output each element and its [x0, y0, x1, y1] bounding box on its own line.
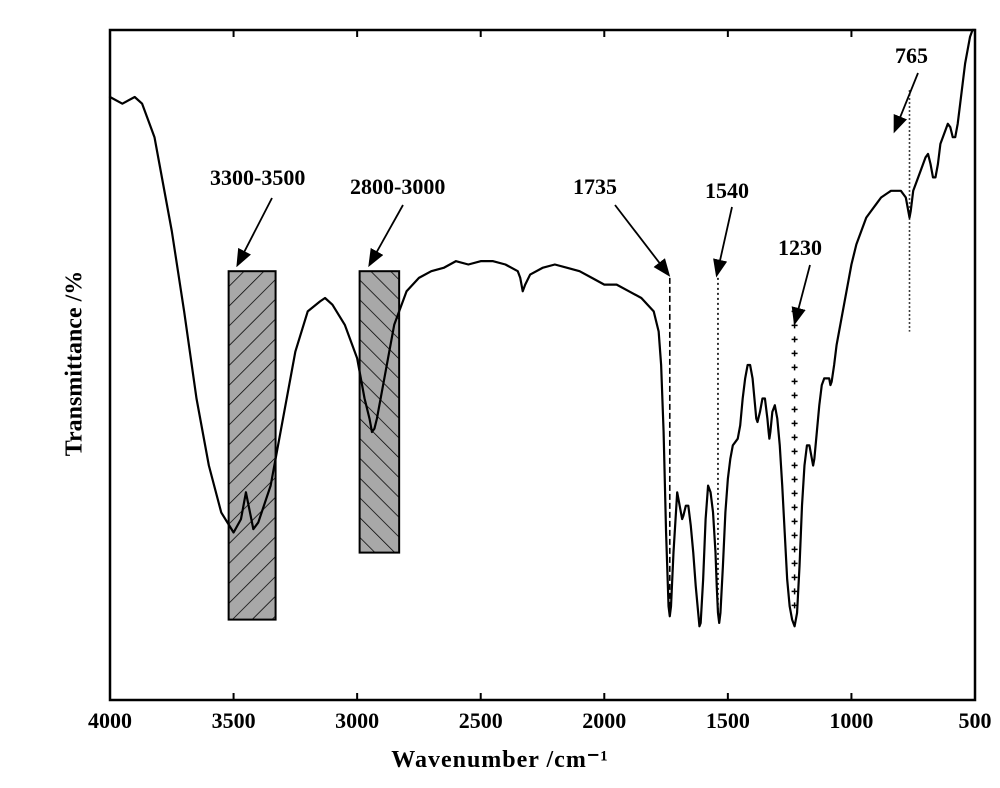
- ann-1735-label: 1735: [573, 174, 617, 200]
- ann-2800-3000-arrow: [370, 205, 403, 264]
- chart-svg: [0, 0, 1000, 788]
- ann-765-arrow: [895, 73, 918, 130]
- x-tick-label: 3000: [327, 708, 387, 734]
- ann-2800-3000-label: 2800-3000: [350, 174, 445, 200]
- x-tick-label: 4000: [80, 708, 140, 734]
- x-tick-label: 2500: [451, 708, 511, 734]
- region-3300-3500: [229, 271, 276, 619]
- x-tick-label: 1000: [821, 708, 881, 734]
- ann-1540-label: 1540: [705, 178, 749, 204]
- x-tick-label: 1500: [698, 708, 758, 734]
- ann-1735-arrow: [615, 205, 668, 274]
- ann-3300-3500-arrow: [238, 198, 272, 264]
- ann-3300-3500-label: 3300-3500: [210, 165, 305, 191]
- ann-765-label: 765: [895, 43, 928, 69]
- ann-1540-arrow: [717, 207, 732, 274]
- x-tick-label: 500: [945, 708, 1000, 734]
- x-tick-label: 2000: [574, 708, 634, 734]
- ir-spectrum-chart: Transmittance /% Wavenumber /cm⁻¹ 400035…: [0, 0, 1000, 788]
- ann-1230-label: 1230: [778, 235, 822, 261]
- ann-1230-arrow: [795, 265, 810, 322]
- region-2800-3000: [360, 271, 400, 552]
- x-tick-label: 3500: [204, 708, 264, 734]
